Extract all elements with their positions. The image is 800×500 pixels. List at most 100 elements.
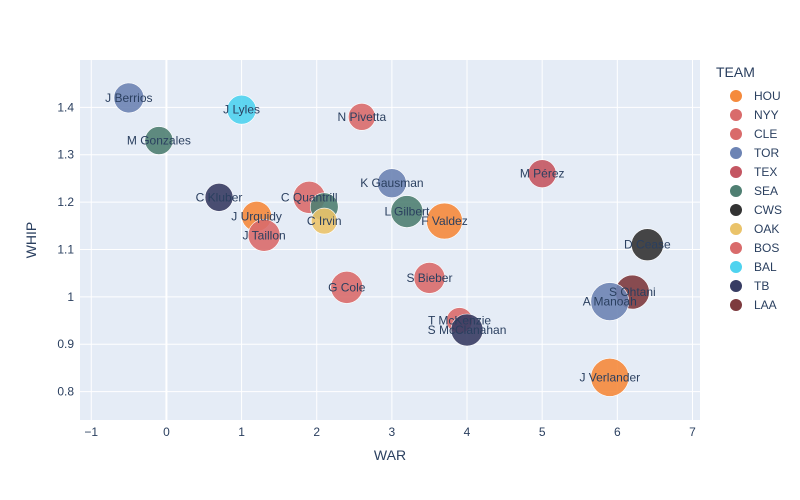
y-tick-label: 1.2 (57, 195, 74, 209)
point-label: J Verlander (579, 370, 640, 384)
y-tick-label: 1.1 (57, 242, 74, 256)
point-label: S Bieber (406, 271, 452, 285)
legend-label: TEX (754, 164, 778, 179)
point-a-manoah-tor (590, 282, 630, 321)
point-label: K Gausman (360, 176, 423, 190)
legend-label: HOU (754, 88, 781, 103)
legend-marker (730, 127, 742, 140)
point-label: S McClanahan (428, 323, 507, 337)
y-axis-title: WHIP (23, 222, 39, 259)
legend-marker (730, 298, 742, 311)
legend-items: HOU NYY CLE TOR TEX SEA CWS OAK BOS BAL TB LAA (716, 86, 796, 314)
legend-item-tex[interactable]: TEX (716, 162, 796, 181)
legend-marker (730, 241, 742, 254)
point-label: D Cease (624, 238, 671, 252)
legend-label: OAK (754, 221, 780, 236)
legend-title: TEAM (716, 64, 755, 80)
point-label: J Lyles (223, 103, 260, 117)
plot-background (80, 60, 700, 420)
x-tick-label: 7 (689, 425, 696, 439)
point-k-gausman-tor (377, 168, 407, 198)
legend-item-bal[interactable]: BAL (716, 257, 796, 276)
point-label: S Ohtani (609, 285, 656, 299)
legend-marker (730, 279, 742, 292)
legend-marker (730, 146, 742, 159)
legend-marker (730, 108, 742, 121)
legend-marker (730, 260, 742, 273)
legend-label: TOR (754, 145, 780, 160)
y-tick-label: 0.8 (57, 385, 74, 399)
point-n-pivetta-bos (348, 103, 376, 131)
x-tick-label: 5 (539, 425, 546, 439)
legend-item-tb[interactable]: TB (716, 276, 796, 295)
legend-marker (730, 203, 742, 216)
legend-label: BAL (754, 259, 777, 274)
legend-item-hou[interactable]: HOU (716, 86, 796, 105)
legend-label: CWS (754, 202, 782, 217)
point-label: J Urquidy (231, 209, 282, 223)
point-label: C Kluber (196, 190, 243, 204)
point-c-irvin-oak (310, 207, 338, 235)
legend-label: CLE (754, 126, 778, 141)
legend-marker (730, 89, 742, 102)
point-s-mcclanahan-tb (450, 313, 484, 347)
legend-label: TB (754, 278, 770, 293)
point-label: L Gilbert (384, 205, 430, 219)
x-tick-label: 4 (464, 425, 471, 439)
legend-item-laa[interactable]: LAA (716, 295, 796, 314)
legend-item-nyy[interactable]: NYY (716, 105, 796, 124)
legend-label: NYY (754, 107, 779, 122)
x-tick-labels: −1 0 1 2 3 4 5 6 7 (84, 425, 696, 439)
legend-item-oak[interactable]: OAK (716, 219, 796, 238)
point-label: C Irvin (307, 214, 342, 228)
x-tick-label: 3 (389, 425, 396, 439)
point-l-gilbert-sea (390, 195, 424, 228)
x-tick-label: 0 (163, 425, 170, 439)
point-label: M Pérez (520, 167, 565, 181)
x-tick-label: 1 (238, 425, 245, 439)
point-m-gonzales-sea (144, 126, 174, 155)
legend-item-bos[interactable]: BOS (716, 238, 796, 257)
point-label: G Cole (328, 280, 366, 294)
point-c-kluber-tb (204, 183, 234, 212)
legend: TEAM HOU NYY CLE TOR TEX SEA CWS OAK BOS BAL TB LAA (716, 64, 796, 314)
legend-label: BOS (754, 240, 780, 255)
point-label: A Manoah (583, 295, 637, 309)
point-d-cease-cws (631, 228, 664, 262)
point-m-p-rez-tex (527, 159, 557, 188)
point-label: J Berrios (105, 91, 152, 105)
legend-item-tor[interactable]: TOR (716, 143, 796, 162)
legend-marker (730, 165, 742, 178)
x-tick-label: 6 (614, 425, 621, 439)
point-f-valdez-hou (426, 202, 463, 240)
point-label: F Valdez (421, 214, 467, 228)
x-tick-label: 2 (313, 425, 320, 439)
y-tick-label: 1.4 (57, 100, 74, 114)
legend-item-cws[interactable]: CWS (716, 200, 796, 219)
point-j-berrios-tor (113, 82, 145, 114)
legend-marker (730, 222, 742, 235)
y-tick-label: 1 (67, 290, 74, 304)
x-tick-label: −1 (84, 425, 98, 439)
legend-label: SEA (754, 183, 779, 198)
point-labels: J Berrios J Lyles N Pivetta M Gonzales M Pér… (105, 91, 671, 384)
point-s-bieber-cle (413, 262, 446, 294)
point-j-verlander-hou (590, 358, 630, 397)
y-tick-labels: 0.8 0.9 1 1.1 1.2 1.3 1.4 (57, 100, 74, 398)
point-label: M Gonzales (127, 134, 191, 148)
point-label: J Taillon (243, 228, 286, 242)
legend-item-sea[interactable]: SEA (716, 181, 796, 200)
y-tick-label: 1.3 (57, 148, 74, 162)
legend-label: LAA (754, 297, 777, 312)
data-points (113, 82, 664, 397)
point-label: T McKenzie (428, 314, 491, 328)
point-label: N Pivetta (337, 110, 386, 124)
point-g-cole-nyy (330, 271, 364, 304)
y-tick-label: 0.9 (57, 337, 74, 351)
legend-item-cle[interactable]: CLE (716, 124, 796, 143)
x-axis-title: WAR (374, 447, 406, 463)
point-j-taillon-nyy (247, 218, 281, 252)
legend-marker (730, 184, 742, 197)
point-label: C Quantrill (281, 190, 338, 204)
